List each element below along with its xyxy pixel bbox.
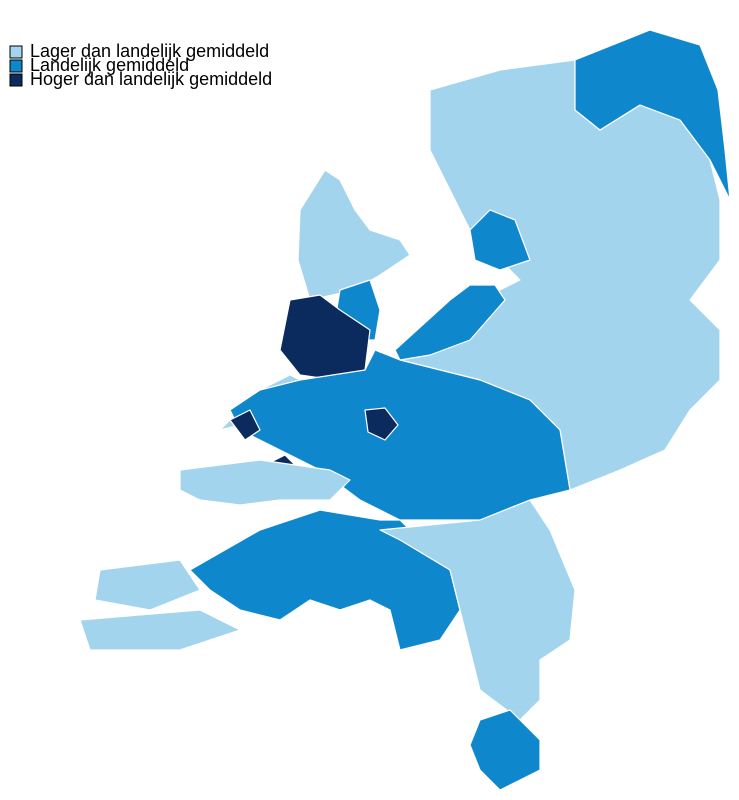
legend-swatch xyxy=(9,59,23,73)
regions xyxy=(79,29,731,791)
legend-label: Hoger dan landelijk gemiddeld xyxy=(30,69,272,89)
legend-label: Lager dan landelijk gemiddeld xyxy=(30,41,269,61)
region xyxy=(94,559,201,611)
region xyxy=(79,609,241,651)
region xyxy=(229,409,261,441)
region xyxy=(179,459,351,506)
region xyxy=(379,499,576,721)
legend-swatch xyxy=(9,45,23,59)
region xyxy=(297,169,411,301)
legend-label: Landelijk gemiddeld xyxy=(30,55,189,75)
region xyxy=(364,407,399,441)
region xyxy=(189,509,461,651)
region xyxy=(469,209,531,271)
region xyxy=(394,284,506,361)
region xyxy=(469,709,541,791)
region xyxy=(574,29,731,201)
legend-swatch xyxy=(9,73,23,87)
